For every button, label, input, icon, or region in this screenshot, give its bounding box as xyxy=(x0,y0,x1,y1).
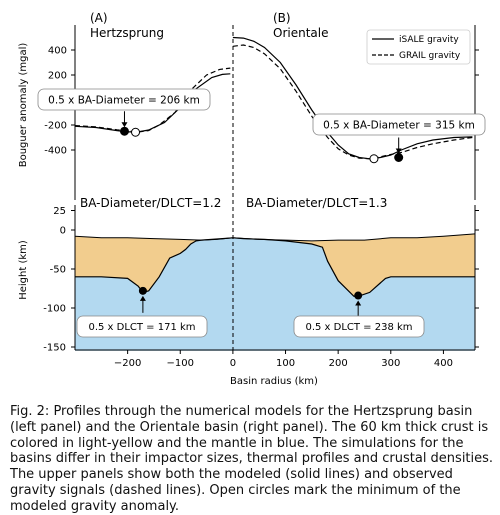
svg-text:0.5 x BA-Diameter = 206 km: 0.5 x BA-Diameter = 206 km xyxy=(48,95,200,107)
callout-ba-b: 0.5 x BA-Diameter = 315 km xyxy=(312,113,486,136)
callout-ba-a: 0.5 x BA-Diameter = 206 km xyxy=(37,88,211,111)
xtick-label: 300 xyxy=(381,358,400,369)
panel-b-title: Orientale xyxy=(273,26,328,40)
ratio-a: BA-Diameter/DLCT=1.2 xyxy=(80,196,221,210)
height-ytick-label: -100 xyxy=(43,304,66,315)
gravity-ylabel: Bouguer anomaly (mgal) xyxy=(18,43,29,168)
isale-line-orientale xyxy=(232,36,473,160)
figure-caption: Fig. 2: Profiles through the numerical m… xyxy=(10,404,494,514)
panel-b-label: (B) xyxy=(273,11,291,25)
xtick-label: 100 xyxy=(276,358,295,369)
callout-dlct-b: 0.5 x DLCT = 238 km xyxy=(293,315,425,338)
x-axis-label: Basin radius (km) xyxy=(230,376,318,387)
xtick-label: −100 xyxy=(167,358,194,369)
svg-text:0.5 x DLCT = 171 km: 0.5 x DLCT = 171 km xyxy=(88,322,195,333)
ratio-b: BA-Diameter/DLCT=1.3 xyxy=(246,196,387,210)
gravity-min-marker xyxy=(369,154,379,164)
xtick-label: 0 xyxy=(230,358,236,369)
dlct-marker xyxy=(354,291,363,300)
xtick-label: 400 xyxy=(434,358,453,369)
height-ytick-label: 25 xyxy=(53,206,66,217)
crust-area xyxy=(75,233,475,297)
arrow-head xyxy=(121,122,128,128)
legend-isale: iSALE gravity xyxy=(399,35,459,45)
gravity-axes xyxy=(74,25,476,200)
markers xyxy=(119,111,404,318)
gravity-ytick-label: -200 xyxy=(44,121,67,132)
gravity-ytick-label: 200 xyxy=(48,71,67,82)
callout-dlct-a: 0.5 x DLCT = 171 km xyxy=(76,315,208,338)
xtick-label: −200 xyxy=(114,358,141,369)
height-ytick-label: -150 xyxy=(43,343,66,354)
svg-text:0.5 x BA-Diameter = 315 km: 0.5 x BA-Diameter = 315 km xyxy=(323,120,475,132)
height-ytick-label: 0 xyxy=(60,226,66,237)
height-axes xyxy=(74,205,476,351)
height-ylabel: Height (km) xyxy=(18,240,29,300)
axis-ticks: -400 -200 200 400 -150 -100 -50 0 25 −200 −100 0 100… xyxy=(43,46,479,369)
arrow-head xyxy=(395,148,402,154)
dlct-marker xyxy=(138,286,147,295)
moho-line xyxy=(75,237,475,297)
figure: -400 -200 200 400 -150 -100 -50 0 25 −200 −100 0 100… xyxy=(18,11,486,387)
dlct-arrow-head xyxy=(139,295,146,301)
gravity-lines xyxy=(74,36,473,160)
grail-line-orientale xyxy=(232,44,473,160)
legend-grail: GRAIL gravity xyxy=(399,51,461,61)
svg-text:0.5 x DLCT = 238 km: 0.5 x DLCT = 238 km xyxy=(305,322,412,333)
ba-marker xyxy=(394,153,404,162)
xtick-label: 200 xyxy=(329,358,348,369)
legend: iSALE gravity GRAIL gravity xyxy=(366,29,471,65)
gravity-ytick-label: 400 xyxy=(48,46,67,57)
panel-a-title: Hertzsprung xyxy=(90,26,164,40)
gravity-min-marker xyxy=(131,127,141,137)
gravity-ytick-label: -400 xyxy=(44,146,67,157)
height-ytick-label: -50 xyxy=(50,265,66,276)
grail-line-hertzsprung xyxy=(74,67,231,133)
panel-a-label: (A) xyxy=(90,11,108,25)
dlct-arrow-head xyxy=(355,300,362,306)
ba-marker xyxy=(119,126,129,136)
